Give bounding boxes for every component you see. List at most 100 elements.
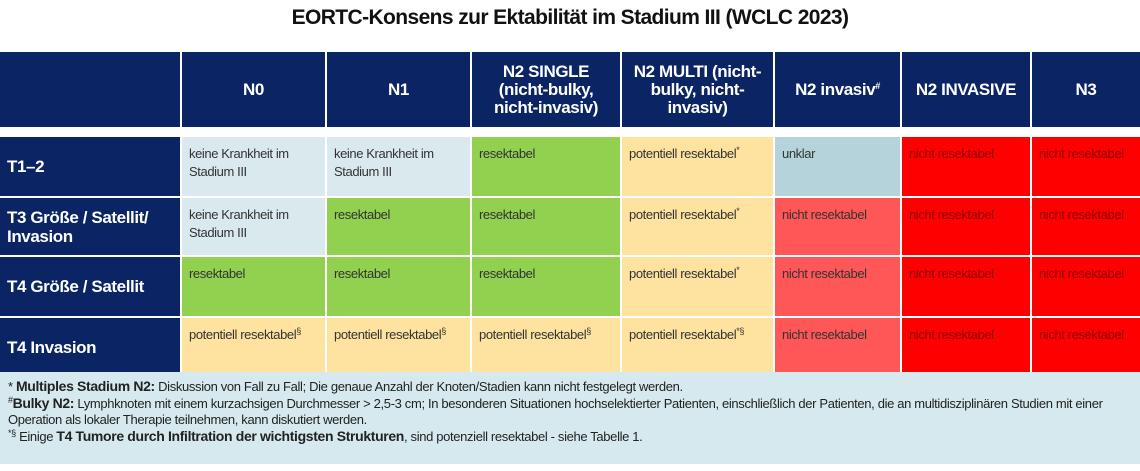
header-row: N0 N1 N2 SINGLE (nicht-bulky, nicht-invasi… xyxy=(0,52,1140,127)
cell-text: T1–2 xyxy=(7,157,45,176)
cell-content: nicht resektabel xyxy=(782,265,893,283)
cell-text: resektabel xyxy=(334,266,390,281)
cell-content: potentiell resektabel*§ xyxy=(629,326,766,344)
footnotes: * Multiples Stadium N2: Diskussion von F… xyxy=(0,372,1140,464)
superscript: § xyxy=(296,326,301,336)
table: N0 N1 N2 SINGLE (nicht-bulky, nicht-invasi… xyxy=(0,52,1140,376)
cell: nicht resektabel xyxy=(1030,137,1140,196)
cell-content: nicht resektabel xyxy=(1039,145,1133,163)
cell: resektabel xyxy=(470,137,620,196)
cell: keine Krankheit im Stadium III xyxy=(180,137,325,196)
footnote-text: T4 Tumore durch Infiltration der wichtig… xyxy=(56,428,405,444)
cell-text: T4 Größe / Satellit xyxy=(7,277,144,296)
spacer xyxy=(0,127,1140,135)
header-cell: N2 MULTI (nicht-bulky, nicht-invasiv) xyxy=(620,52,773,127)
cell: potentiell resektabel* xyxy=(620,257,773,316)
superscript: § xyxy=(441,326,446,336)
cell-content: resektabel xyxy=(479,265,613,283)
cell: potentiell resektabel§ xyxy=(180,318,325,376)
cell-content: keine Krankheit im Stadium III xyxy=(189,145,318,181)
header-content: N0 xyxy=(243,79,264,99)
table-row: T4 Invasion potentiell resektabel§ potenti… xyxy=(0,316,1140,376)
footnote: #Bulky N2: Lymphknoten mit einem kurzach… xyxy=(8,395,1132,428)
table-row: T1–2 keine Krankheit im Stadium III keine … xyxy=(0,135,1140,196)
cell: potentiell resektabel*§ xyxy=(620,318,773,376)
cell: nicht resektabel xyxy=(1030,257,1140,316)
row-header: T4 Invasion xyxy=(0,318,180,376)
cell: nicht resektabel xyxy=(900,257,1030,316)
cell-content: potentiell resektabel§ xyxy=(334,326,463,344)
cell: potentiell resektabel§ xyxy=(470,318,620,376)
header-content: N2 MULTI (nicht-bulky, nicht-invasiv) xyxy=(629,61,766,117)
cell: nicht resektabel xyxy=(900,318,1030,376)
header-cell: N2 INVASIVE xyxy=(900,52,1030,127)
cell-content: keine Krankheit im Stadium III xyxy=(189,206,318,242)
header-cell: N2 SINGLE (nicht-bulky, nicht-invasiv) xyxy=(470,52,620,127)
footnote-text: Diskussion von Fall zu Fall; Die genaue … xyxy=(154,379,683,394)
cell-content: nicht resektabel xyxy=(909,326,1023,344)
cell: nicht resektabel xyxy=(900,137,1030,196)
footnote-text: Bulky N2: xyxy=(12,395,75,411)
cell-content: potentiell resektabel§ xyxy=(479,326,613,344)
table-row: T3 Größe / Satellit/ Invasion keine Krank… xyxy=(0,196,1140,255)
cell: nicht resektabel xyxy=(773,257,900,316)
superscript: # xyxy=(875,80,880,91)
cell-content: nicht resektabel xyxy=(1039,206,1133,224)
header-cell: N1 xyxy=(325,52,470,127)
cell-text: potentiell resektabel xyxy=(629,266,737,281)
cell-text: nicht resektabel xyxy=(909,266,994,281)
cell-content: unklar xyxy=(782,145,893,163)
cell-text: N2 SINGLE (nicht-bulky, nicht-invasiv) xyxy=(494,61,598,117)
cell-text: nicht resektabel xyxy=(909,146,994,161)
cell: nicht resektabel xyxy=(773,198,900,255)
cell-text: potentiell resektabel xyxy=(334,327,442,342)
cell-text: nicht resektabel xyxy=(1039,146,1124,161)
cell-content: nicht resektabel xyxy=(909,265,1023,283)
cell-text: N2 INVASIVE xyxy=(915,79,1017,99)
cell: potentiell resektabel* xyxy=(620,198,773,255)
cell-text: nicht resektabel xyxy=(782,207,867,222)
cell-text: N1 xyxy=(388,79,409,99)
cell-text: keine Krankheit im Stadium III xyxy=(189,207,289,240)
cell-text: keine Krankheit im Stadium III xyxy=(334,146,434,179)
cell-text: resektabel xyxy=(479,207,535,222)
cell-content: resektabel xyxy=(479,206,613,224)
cell-text: T3 Größe / Satellit/ Invasion xyxy=(7,207,149,246)
cell-content: nicht resektabel xyxy=(909,145,1023,163)
cell-content: resektabel xyxy=(334,206,463,224)
cell-text: N2 MULTI (nicht-bulky, nicht-invasiv) xyxy=(633,61,762,117)
cell-text: resektabel xyxy=(189,266,245,281)
cell-content: T4 Größe / Satellit xyxy=(7,277,144,296)
cell: resektabel xyxy=(470,257,620,316)
cell-content: potentiell resektabel* xyxy=(629,206,766,224)
cell-content: potentiell resektabel* xyxy=(629,265,766,283)
superscript: *§ xyxy=(736,326,744,336)
header-cell: N3 xyxy=(1030,52,1140,127)
footnote-text: Lymphknoten mit einem kurzachsigen Durch… xyxy=(8,396,1103,427)
cell-text: unklar xyxy=(782,146,816,161)
cell-text: nicht resektabel xyxy=(909,207,994,222)
cell-text: nicht resektabel xyxy=(909,327,994,342)
cell-content: resektabel xyxy=(334,265,463,283)
cell-content: nicht resektabel xyxy=(909,206,1023,224)
row-header: T1–2 xyxy=(0,137,180,196)
footnote-text: Multiples Stadium N2: xyxy=(15,378,155,394)
title: EORTC-Konsens zur Ektabilität im Stadium… xyxy=(291,6,849,29)
footnote-marker: *§ xyxy=(8,428,16,438)
cell-text: nicht resektabel xyxy=(782,327,867,342)
cell: unklar xyxy=(773,137,900,196)
cell-content: nicht resektabel xyxy=(782,206,893,224)
cell-text: nicht resektabel xyxy=(782,266,867,281)
header-cell: N0 xyxy=(180,52,325,127)
cell-text: nicht resektabel xyxy=(1039,327,1124,342)
row-header: T3 Größe / Satellit/ Invasion xyxy=(0,198,180,255)
cell-text: N0 xyxy=(243,79,264,99)
footnote: * Multiples Stadium N2: Diskussion von F… xyxy=(8,378,1132,395)
cell-content: potentiell resektabel§ xyxy=(189,326,318,344)
cell-content: resektabel xyxy=(479,145,613,163)
header-content: N1 xyxy=(388,79,409,99)
cell-text: nicht resektabel xyxy=(1039,207,1124,222)
cell-content: resektabel xyxy=(189,265,318,283)
table-row: T4 Größe / Satellit resektabel resektabel r… xyxy=(0,255,1140,316)
cell: resektabel xyxy=(325,198,470,255)
